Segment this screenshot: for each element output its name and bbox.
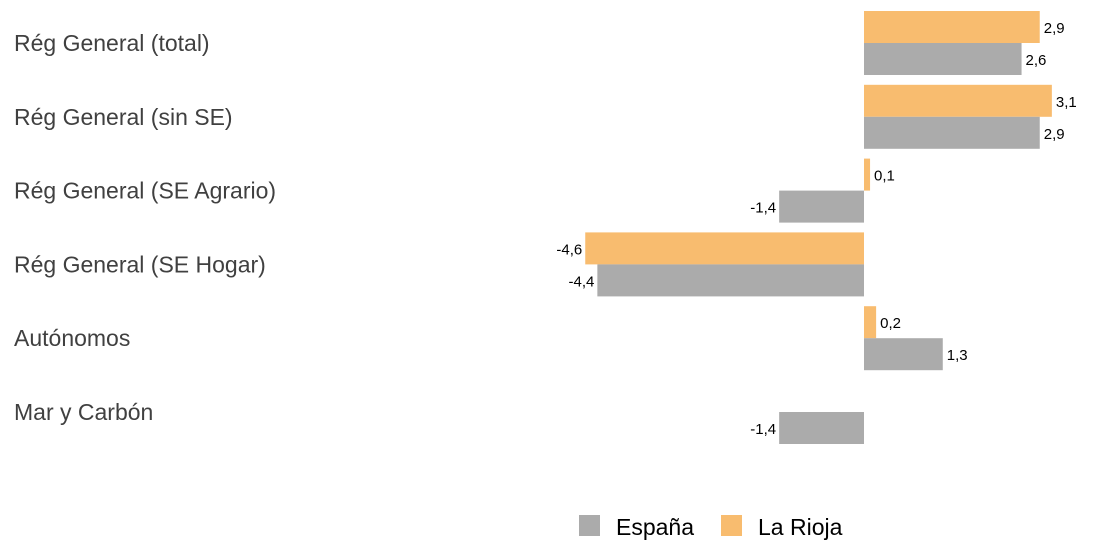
category-label: Mar y Carbón: [14, 399, 153, 425]
category-label: Rég General (SE Hogar): [14, 251, 266, 277]
bar-espa-a: [597, 264, 864, 297]
data-label: 2,9: [1044, 20, 1065, 37]
data-label: -1,4: [750, 421, 776, 438]
legend: España La Rioja: [579, 514, 843, 540]
legend-swatch: [721, 515, 742, 536]
data-label: 2,6: [1026, 52, 1047, 69]
data-label: 3,1: [1056, 94, 1077, 111]
bar-la-rioja: [864, 158, 871, 191]
data-label: 0,1: [874, 168, 895, 185]
category-label: Rég General (sin SE): [14, 104, 233, 130]
data-label: 1,3: [947, 347, 968, 364]
legend-swatch: [579, 515, 600, 536]
data-label: -1,4: [750, 200, 776, 217]
data-label: 2,9: [1044, 126, 1065, 143]
bars: [585, 11, 1052, 444]
category-label: Rég General (total): [14, 30, 210, 56]
data-label: -4,4: [569, 273, 595, 290]
bar-la-rioja: [864, 84, 1052, 117]
category-label: Autónomos: [14, 325, 130, 351]
data-label: -4,6: [556, 241, 582, 258]
bar-espa-a: [864, 43, 1022, 75]
legend-label: España: [616, 514, 694, 540]
legend-label: La Rioja: [758, 514, 843, 540]
data-label: 0,2: [880, 315, 901, 332]
bar-espa-a: [864, 116, 1040, 149]
bar-espa-a: [864, 338, 943, 371]
bar-espa-a: [779, 412, 864, 444]
category-label: Rég General (SE Agrario): [14, 178, 276, 204]
bar-espa-a: [779, 190, 864, 223]
bar-la-rioja: [864, 306, 877, 339]
value-labels: 2,9 2,6 3,1 2,9 0,1 -1,4 -4,6 -4,4 0,2 1,3 -1,4: [556, 20, 1076, 438]
category-labels: Rég General (total) Rég General (sin SE) R…: [14, 30, 276, 425]
bar-la-rioja: [864, 11, 1040, 43]
bar-la-rioja: [585, 232, 864, 265]
